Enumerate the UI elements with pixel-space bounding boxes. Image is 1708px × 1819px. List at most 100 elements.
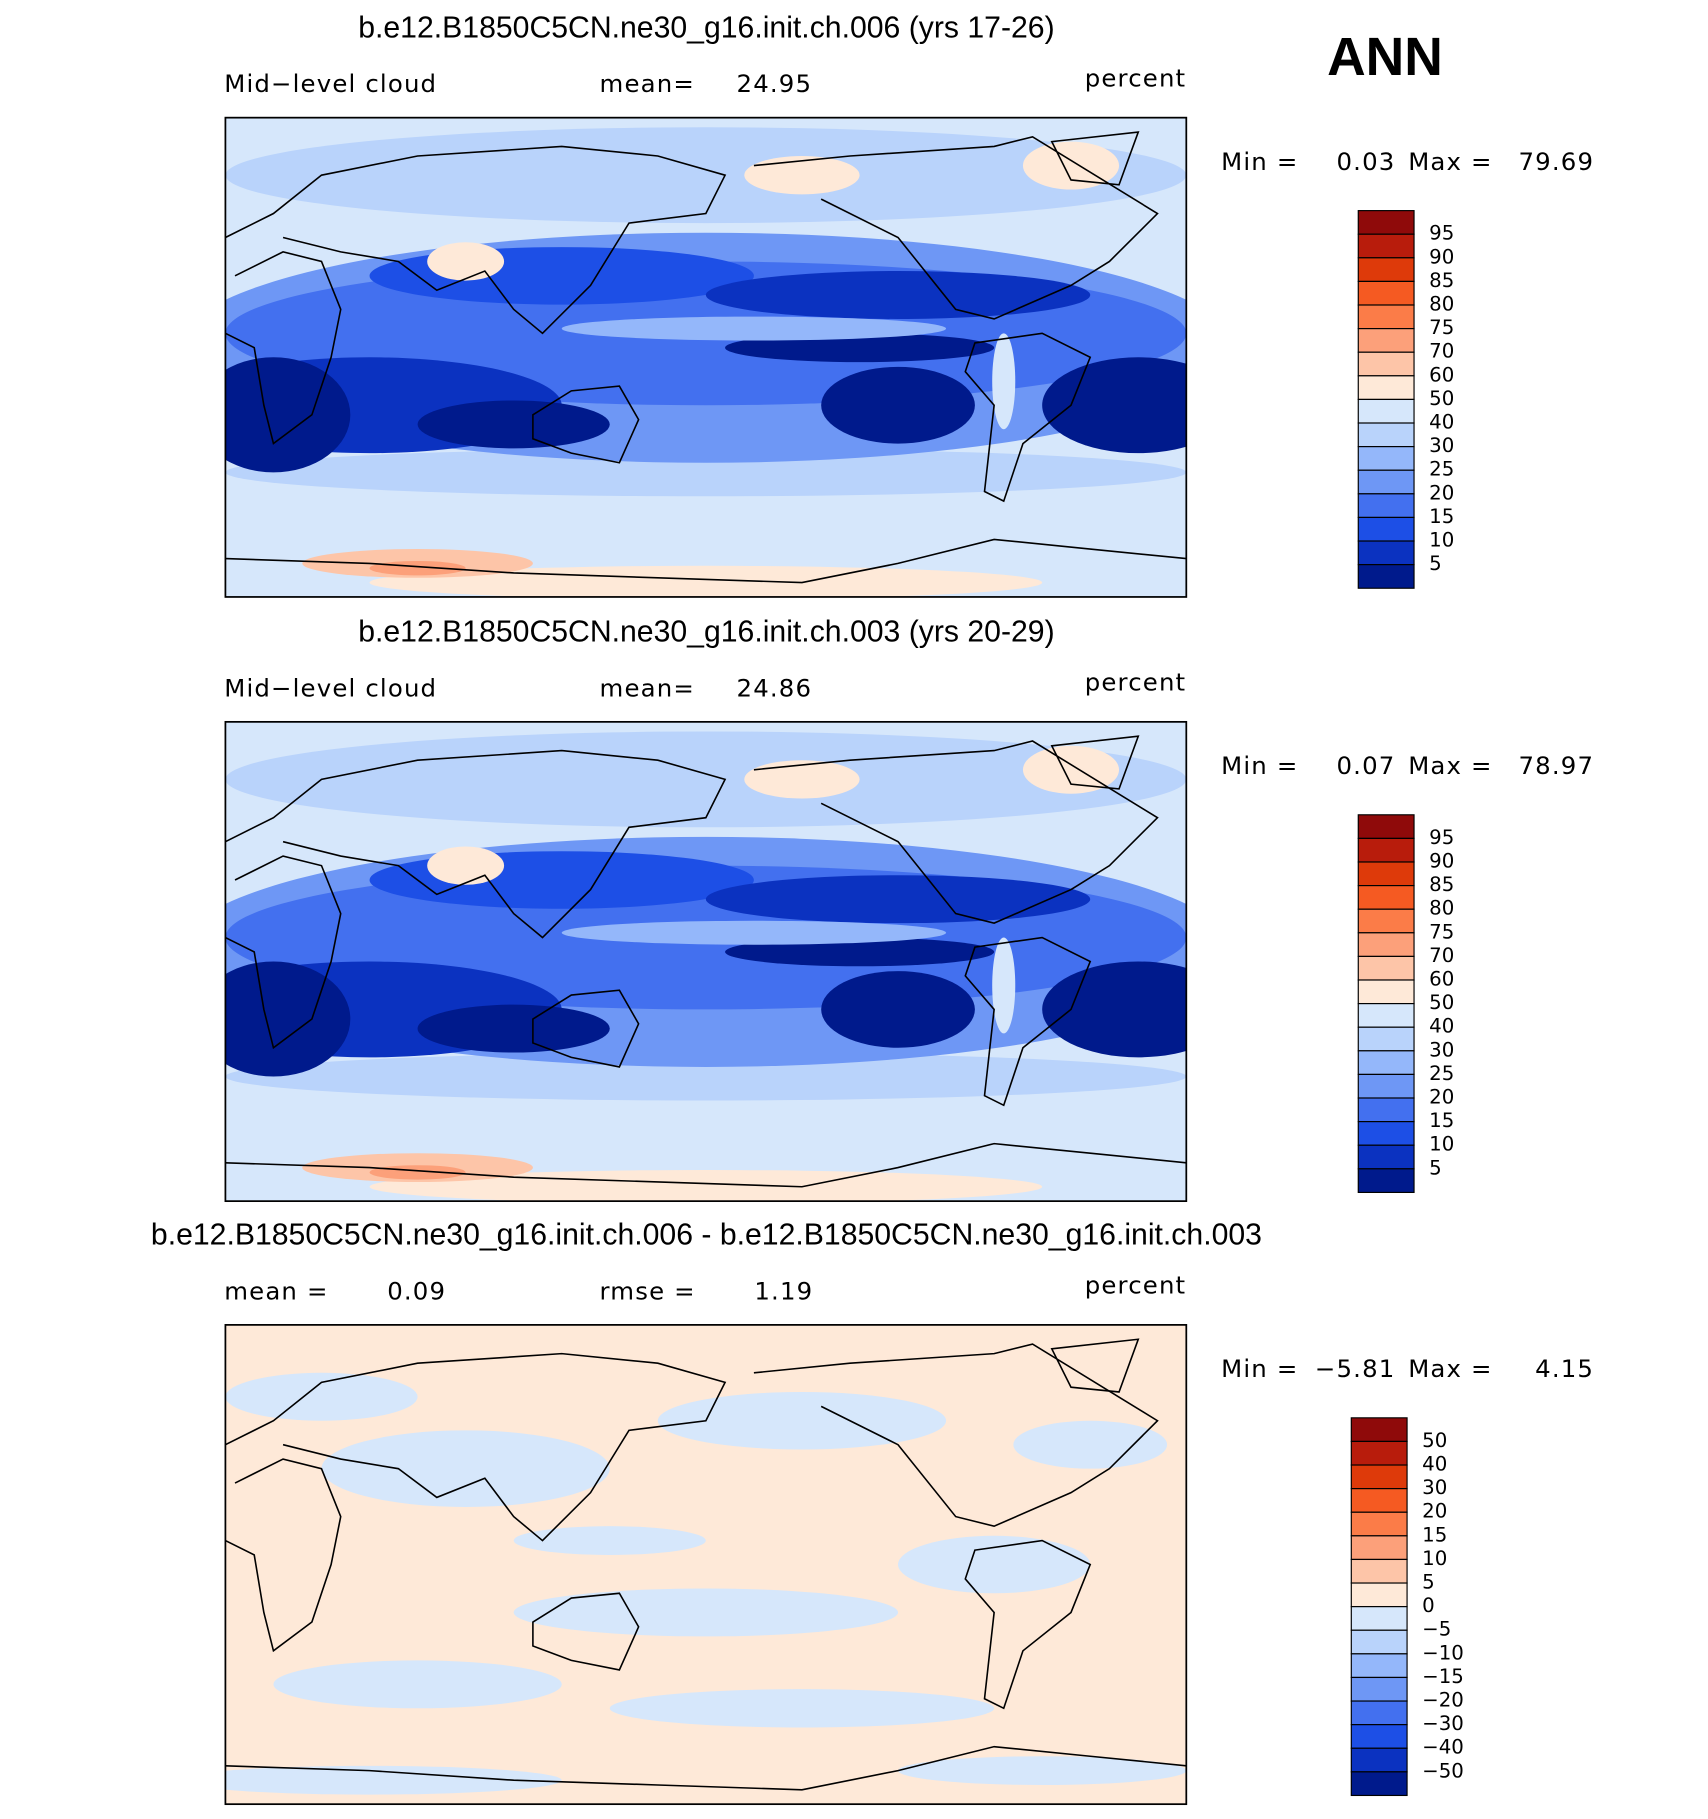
units-label: percent	[1085, 1271, 1187, 1300]
mean-value: 24.95	[737, 69, 813, 98]
colorbar-label: 0	[1422, 1594, 1435, 1617]
coastline	[754, 1344, 1158, 1526]
mean-label: mean=	[600, 69, 695, 98]
field-contour	[561, 316, 947, 341]
colorbar-label: 30	[1429, 1038, 1454, 1061]
colorbar-box	[1357, 493, 1415, 519]
colorbar-box	[1357, 280, 1415, 306]
colorbar-box	[1357, 1050, 1415, 1075]
coastline	[1052, 736, 1138, 789]
max-value: 78.97	[1518, 751, 1594, 780]
colorbar-box	[1350, 1511, 1408, 1537]
colorbar-box	[1357, 955, 1415, 981]
units-label: percent	[1085, 668, 1187, 697]
min-value: −5.81	[1315, 1354, 1396, 1383]
colorbar-box	[1357, 1168, 1415, 1194]
coastline	[225, 252, 340, 444]
coastline	[1052, 132, 1138, 185]
variable-label: Mid−level cloud	[224, 673, 437, 702]
coastline	[965, 1541, 1090, 1709]
colorbar-box	[1350, 1676, 1408, 1702]
coastline	[754, 741, 1158, 923]
colorbar-box	[1350, 1747, 1408, 1773]
field-contour	[225, 961, 351, 1077]
min-label: Min =	[1221, 751, 1298, 780]
colorbar-label: 70	[1429, 944, 1454, 967]
colorbar-label: 75	[1429, 316, 1454, 339]
coastline	[754, 137, 1158, 319]
field-contour	[744, 156, 860, 195]
colorbar-label: −30	[1422, 1712, 1464, 1735]
colorbar-box	[1350, 1629, 1408, 1655]
min-label: Min =	[1221, 147, 1298, 176]
colorbar-box	[1350, 1771, 1408, 1797]
colorbar-box	[1357, 422, 1415, 448]
colorbar-label: 20	[1429, 481, 1454, 504]
coastline	[225, 1144, 1186, 1187]
field-contour	[369, 247, 754, 305]
colorbar-label: 5	[1429, 1156, 1442, 1179]
field-contour	[225, 1765, 562, 1795]
coastline	[225, 1459, 340, 1651]
colorbar-box	[1357, 908, 1415, 934]
field-contour	[513, 1588, 899, 1637]
field-contour	[427, 242, 505, 281]
map	[225, 721, 1187, 1201]
colorbar-box	[1350, 1440, 1408, 1466]
field-contour	[705, 875, 1091, 924]
field-contour	[1013, 1420, 1168, 1469]
colorbar-box	[1350, 1417, 1408, 1443]
coastline	[225, 1747, 1186, 1790]
colorbar-label: −20	[1422, 1689, 1464, 1712]
coastline	[225, 539, 1186, 582]
colorbar-box	[1357, 375, 1415, 401]
colorbar-label: 40	[1429, 411, 1454, 434]
field-contour	[417, 1004, 610, 1053]
colorbar-label: −15	[1422, 1665, 1464, 1688]
variable-label: Mid−level cloud	[224, 69, 437, 98]
colorbar-box	[1357, 351, 1415, 377]
field-contour	[609, 1689, 995, 1728]
colorbar-label: 80	[1429, 897, 1454, 920]
colorbar-box	[1357, 233, 1415, 259]
panel-title: b.e12.B1850C5CN.ne30_g16.init.ch.006 - b…	[151, 1219, 1262, 1252]
colorbar-box	[1357, 1026, 1415, 1052]
coastline	[225, 146, 725, 333]
field-contour	[225, 357, 351, 473]
mean-value: 24.86	[737, 673, 813, 702]
max-value: 4.15	[1535, 1354, 1594, 1383]
field-contour	[992, 937, 1016, 1034]
field-contour	[1042, 961, 1187, 1058]
colorbar-label: 15	[1429, 1109, 1454, 1132]
colorbar-box	[1357, 979, 1415, 1005]
field-contour	[225, 731, 1187, 828]
colorbar-box	[1357, 837, 1415, 863]
field-contour	[898, 1535, 1091, 1594]
colorbar-label: 5	[1422, 1571, 1435, 1594]
map	[225, 1325, 1187, 1804]
colorbar-label: 20	[1422, 1500, 1447, 1523]
coastline	[533, 386, 639, 463]
max-label: Max =	[1408, 1354, 1492, 1383]
colorbar-label: 80	[1429, 293, 1454, 316]
colorbar-box	[1357, 469, 1415, 495]
colorbar-box	[1357, 1144, 1415, 1170]
colorbar-box	[1350, 1724, 1408, 1749]
season-title: ANN	[1327, 28, 1443, 87]
colorbar-label: −5	[1422, 1618, 1451, 1641]
coastline	[1052, 1339, 1138, 1392]
field-contour	[321, 1430, 610, 1508]
colorbar-label: 60	[1429, 363, 1454, 386]
colorbar-box	[1350, 1582, 1408, 1608]
colorbar-label: 25	[1429, 458, 1454, 481]
coastline	[225, 1354, 725, 1541]
colorbar-box	[1350, 1535, 1408, 1561]
colorbar-box	[1357, 304, 1415, 330]
mean-value: 0.09	[387, 1276, 446, 1305]
colorbar-box	[1350, 1464, 1408, 1490]
coastline	[533, 1593, 639, 1670]
colorbar-label: −50	[1422, 1759, 1464, 1782]
field-contour	[513, 1526, 706, 1555]
min-value: 0.03	[1336, 147, 1395, 176]
field-contour	[992, 333, 1016, 430]
